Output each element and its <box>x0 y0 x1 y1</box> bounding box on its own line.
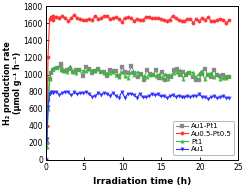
Au1 <box>97 92 100 94</box>
Au1 <box>189 96 192 98</box>
Au1-Pt1 <box>160 71 163 73</box>
Line: Pt1: Pt1 <box>44 64 231 162</box>
Au0.5-Pt0.5 <box>189 18 192 20</box>
Au1-Pt1 <box>228 76 231 78</box>
Pt1 <box>164 73 167 75</box>
Pt1 <box>60 69 63 71</box>
Y-axis label: H₂ production rate
(μmol g⁻¹ h⁻¹): H₂ production rate (μmol g⁻¹ h⁻¹) <box>3 41 22 125</box>
Line: Au0.5-Pt0.5: Au0.5-Pt0.5 <box>44 13 231 162</box>
Au1-Pt1 <box>145 69 148 71</box>
Au1-Pt1 <box>44 159 47 161</box>
Au1-Pt1 <box>133 71 136 74</box>
X-axis label: Irradiation time (h): Irradiation time (h) <box>93 177 191 186</box>
Pt1 <box>118 76 121 78</box>
Legend: Au1-Pt1, Au0.5-Pt0.5, Pt1, Au1: Au1-Pt1, Au0.5-Pt0.5, Pt1, Au1 <box>173 121 234 155</box>
Au1-Pt1 <box>60 63 63 66</box>
Au0.5-Pt0.5 <box>228 19 231 22</box>
Au1 <box>121 90 123 93</box>
Pt1 <box>44 159 47 161</box>
Pt1 <box>160 77 163 79</box>
Pt1 <box>69 65 72 67</box>
Au0.5-Pt0.5 <box>121 21 123 23</box>
Au1 <box>216 97 219 100</box>
Au1-Pt1 <box>164 79 167 81</box>
Au1-Pt1 <box>63 70 66 72</box>
Au0.5-Pt0.5 <box>52 15 55 17</box>
Au1 <box>228 97 231 100</box>
Au1 <box>55 90 58 93</box>
Pt1 <box>145 75 148 78</box>
Au1-Pt1 <box>118 75 121 77</box>
Pt1 <box>133 74 136 76</box>
Au1 <box>44 159 47 161</box>
Au0.5-Pt0.5 <box>85 19 88 21</box>
Au0.5-Pt0.5 <box>73 14 76 16</box>
Au1 <box>85 91 88 93</box>
Line: Au1: Au1 <box>44 90 231 162</box>
Au0.5-Pt0.5 <box>44 159 47 161</box>
Pt1 <box>228 75 231 77</box>
Au0.5-Pt0.5 <box>97 18 100 20</box>
Au0.5-Pt0.5 <box>216 19 219 21</box>
Line: Au1-Pt1: Au1-Pt1 <box>44 63 231 162</box>
Au1 <box>52 91 55 93</box>
